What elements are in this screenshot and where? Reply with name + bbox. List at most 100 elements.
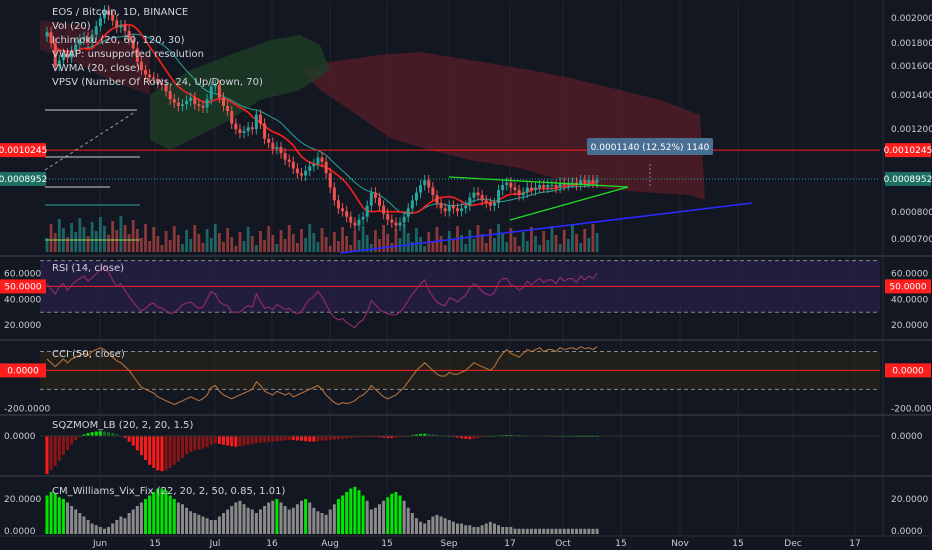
time-axis[interactable]: Jun 15 Jul 16 Aug 15 Sep 17 Oct 15 Nov 15 Dec 17 — [92, 539, 861, 549]
candle-body — [213, 84, 217, 87]
volume-bar — [386, 234, 390, 252]
vix-fix-bar — [546, 528, 550, 534]
rsi-mid-tag-left-box — [0, 279, 46, 294]
candle-body — [505, 182, 509, 186]
legend-ichimoku[interactable]: Ichimoku (20, 60, 120, 30) — [52, 35, 185, 46]
chart-title[interactable]: EOS / Bitcoin, 1D, BINANCE — [52, 7, 188, 18]
sqzmom-bar — [300, 436, 304, 441]
volume-bar — [505, 242, 509, 252]
rsi-panel — [40, 260, 880, 329]
time-tick-label: 16 — [266, 539, 278, 549]
candle-body — [144, 70, 148, 75]
volume-bar — [246, 227, 250, 252]
candle-body — [185, 100, 189, 105]
vix-fix-bar — [316, 511, 320, 534]
volume-bar — [447, 231, 451, 252]
vix-fix-bar — [61, 499, 65, 534]
sqzmom-bar — [316, 436, 320, 442]
volume-bar — [279, 230, 283, 252]
volume-bar — [476, 225, 480, 252]
volume-bar — [554, 235, 558, 252]
sqzmom-bar — [275, 436, 279, 442]
sqzmom-bar — [427, 434, 431, 436]
volume-bar — [213, 224, 217, 252]
volume-profile — [45, 109, 140, 241]
vix-fix-bar — [542, 528, 546, 534]
vix-fix-bar — [443, 518, 447, 534]
volume-bar — [53, 233, 57, 252]
sqzmom-bar — [386, 436, 390, 438]
legend-vwma[interactable]: VWMA (20, close) — [52, 63, 140, 74]
legend-vwap[interactable]: VWAP: unsupported resolution — [52, 49, 204, 60]
candle-body — [250, 127, 254, 130]
volume-bar — [464, 244, 468, 252]
legend-vpsv[interactable]: VPSV (Number Of Rows, 24, Up/Down, 70) — [52, 77, 263, 88]
candle-body — [78, 39, 82, 45]
volume-bar — [575, 234, 578, 252]
triangle-lower-trendline[interactable] — [509, 186, 629, 221]
volume-bar — [406, 233, 410, 252]
legend-vol[interactable]: Vol (20) — [52, 21, 91, 32]
vix-fix-bar — [591, 528, 595, 534]
vix-fix-bar — [176, 502, 180, 534]
candle-body — [320, 157, 324, 162]
sqzmom-title[interactable]: SQZMOM_LB (20, 2, 20, 1.5) — [52, 420, 193, 431]
volume-bar — [513, 237, 517, 252]
volume-bar — [369, 244, 373, 252]
sqzmom-bar — [90, 432, 94, 436]
volume-bar — [423, 246, 427, 252]
vix-fix-bar — [357, 490, 361, 534]
vix-fix-title[interactable]: CM_Williams_Vix_Fix (22, 20, 2, 50, 0.85… — [52, 486, 285, 497]
candle-body — [139, 61, 143, 71]
rsi-title[interactable]: RSI (14, close) — [52, 263, 124, 274]
volume-bar — [349, 245, 353, 252]
sqzmom-bar — [148, 436, 152, 465]
candle-body — [308, 166, 312, 171]
vix-fix-bar — [390, 493, 394, 534]
sqzmom-bar — [378, 436, 382, 438]
vix-fix-bar — [336, 499, 340, 534]
vix-fix-bar — [423, 523, 427, 534]
candle-body — [287, 159, 291, 162]
volume-bar — [337, 241, 340, 252]
vix-fix-bar — [386, 497, 390, 534]
rsi-tick-right: 20.0000 — [891, 321, 928, 331]
sqzmom-bar — [304, 436, 308, 442]
vix-fix-bar — [365, 500, 369, 534]
candle-body — [353, 222, 357, 226]
triangle-upper-trendline[interactable] — [448, 176, 629, 188]
candle-body — [53, 43, 57, 66]
volume-bar — [291, 234, 295, 252]
cci-title[interactable]: CCI (50, close) — [52, 349, 125, 360]
pane-separators[interactable] — [0, 0, 932, 537]
vix-fix-bar — [234, 502, 238, 534]
volume-bar — [226, 228, 230, 252]
support-trendline[interactable] — [339, 202, 753, 254]
measure-tool[interactable]: 0.0001140 (12.52%) 1140 — [587, 138, 713, 186]
candle-body — [61, 53, 65, 61]
vix-fix-bar — [476, 527, 480, 534]
vix-fix-bar — [226, 509, 230, 534]
trendlines[interactable] — [44, 111, 753, 254]
volume-bar — [304, 238, 308, 252]
volume-bar — [480, 234, 484, 252]
vix-fix-bar — [45, 495, 49, 534]
candle-body — [291, 161, 295, 169]
vix-fix-bar — [431, 516, 435, 534]
red-level-tag-right: 0.0010245 — [884, 146, 932, 156]
volume-bar — [529, 227, 533, 252]
vix-fix-bar — [78, 513, 82, 534]
sqzmom-bar — [82, 434, 86, 436]
vix-fix-bar — [373, 507, 377, 534]
candle-body — [509, 182, 513, 188]
volume-bar — [472, 239, 476, 252]
candle-body — [357, 219, 361, 226]
vix-fix-bar — [525, 528, 529, 534]
vix-fix-bar — [86, 520, 90, 534]
vix-fix-bar — [254, 513, 258, 534]
sqzmom-bar — [435, 434, 439, 436]
vix-fix-bar — [123, 518, 127, 534]
